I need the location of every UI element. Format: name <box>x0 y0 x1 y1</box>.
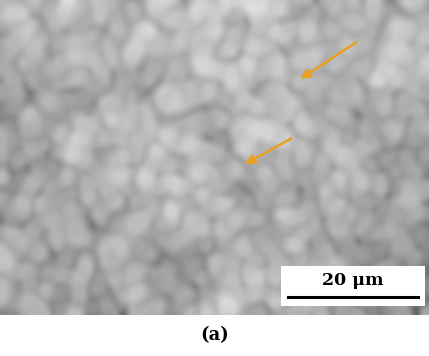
Text: 20 μm: 20 μm <box>322 272 384 288</box>
Text: (a): (a) <box>200 326 229 345</box>
Bar <box>281 266 425 305</box>
